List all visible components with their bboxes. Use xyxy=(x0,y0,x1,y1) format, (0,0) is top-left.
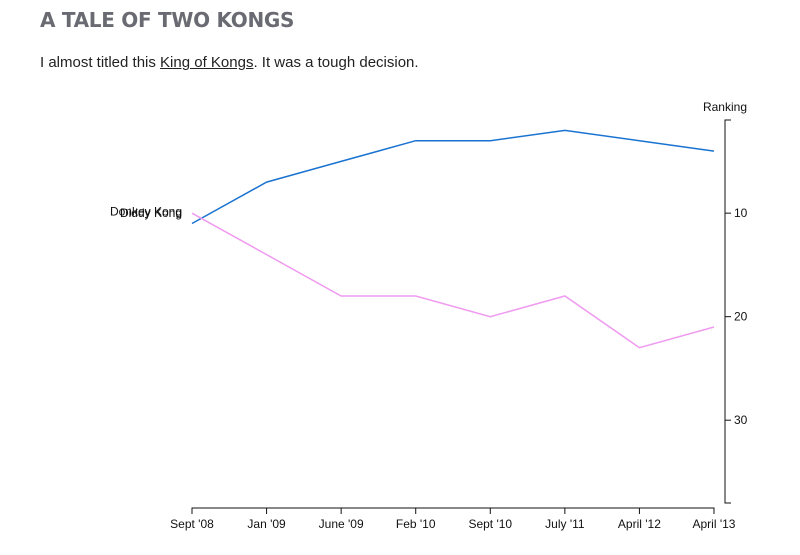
x-tick-label: April '12 xyxy=(618,517,661,531)
x-tick-label: Feb '10 xyxy=(396,517,436,531)
y-axis-line xyxy=(724,119,731,504)
x-tick-label: Jan '09 xyxy=(247,517,286,531)
x-axis: Sept '08 Jan '09 June '09 Feb '10 Sept '10 Ju… xyxy=(170,507,736,531)
subtitle-text-before: I almost titled this xyxy=(40,54,161,71)
y-tick-label: 30 xyxy=(734,413,748,427)
diddy-kong-line xyxy=(191,212,715,349)
king-of-kongs-link[interactable]: King of Kongs xyxy=(160,54,254,71)
donkey-kong-line xyxy=(191,129,715,225)
y-axis-label: Ranking xyxy=(703,100,747,114)
subtitle-text-after: . It was a tough decision. xyxy=(253,54,419,71)
y-tick-label: 20 xyxy=(734,310,748,324)
x-tick-label: June '09 xyxy=(319,517,364,531)
x-axis-line xyxy=(191,507,715,514)
y-tick-label: 10 xyxy=(734,206,748,220)
page-title: A TALE OF TWO KONGS xyxy=(40,8,295,32)
x-tick-label: Sept '08 xyxy=(170,517,214,531)
x-tick-label: July '11 xyxy=(545,517,585,531)
x-tick-label: April '13 xyxy=(693,517,736,531)
donkey-kong-label: Donkey Kong xyxy=(110,205,182,219)
diddy-kong-label: Diddy Kong xyxy=(120,206,182,220)
x-tick-label: Sept '10 xyxy=(468,517,512,531)
page-subtitle: I almost titled this King of Kongs. It w… xyxy=(40,54,419,71)
series-lines xyxy=(191,129,715,349)
y-axis: Ranking 10 20 30 xyxy=(703,100,748,504)
